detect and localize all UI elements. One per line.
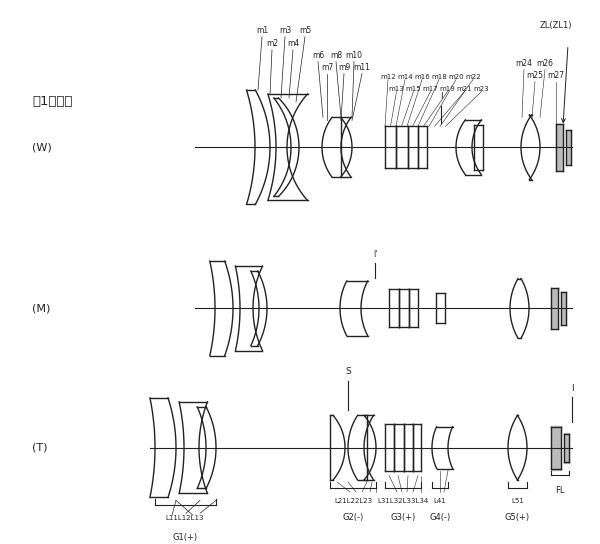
Text: 第1実施例: 第1実施例 <box>32 95 73 108</box>
Text: m24: m24 <box>515 59 533 67</box>
Polygon shape <box>551 426 561 469</box>
Text: (W): (W) <box>32 142 52 152</box>
Polygon shape <box>564 432 569 462</box>
Text: m22: m22 <box>465 73 481 79</box>
Text: m25: m25 <box>527 71 544 79</box>
Text: m9: m9 <box>338 63 350 72</box>
Text: m27: m27 <box>548 71 565 79</box>
Polygon shape <box>551 288 558 328</box>
Text: FL: FL <box>555 486 565 496</box>
Text: G5(+): G5(+) <box>505 513 530 522</box>
Text: m20: m20 <box>448 73 464 79</box>
Text: m17: m17 <box>422 85 439 91</box>
Text: G4(-): G4(-) <box>430 513 451 522</box>
Polygon shape <box>566 131 571 164</box>
Text: m13: m13 <box>389 85 404 91</box>
Text: ZL(ZL1): ZL(ZL1) <box>539 21 572 30</box>
Text: L31L32L33L34: L31L32L33L34 <box>377 498 428 504</box>
Text: m6: m6 <box>312 51 324 60</box>
Text: m23: m23 <box>473 85 490 91</box>
Polygon shape <box>556 125 563 170</box>
Text: L51: L51 <box>511 498 524 504</box>
Text: m21: m21 <box>457 85 472 91</box>
Text: m15: m15 <box>406 85 421 91</box>
Text: m14: m14 <box>397 73 413 79</box>
Text: (T): (T) <box>32 443 47 453</box>
Text: m7: m7 <box>321 63 333 72</box>
Text: m26: m26 <box>536 59 554 67</box>
Text: m19: m19 <box>440 85 455 91</box>
Text: I: I <box>440 92 442 102</box>
Text: m4: m4 <box>287 39 299 48</box>
Text: m5: m5 <box>299 26 311 35</box>
Text: m8: m8 <box>330 51 342 60</box>
Text: m3: m3 <box>279 26 291 35</box>
Text: L21L22L23: L21L22L23 <box>334 498 372 504</box>
Text: G2(-): G2(-) <box>343 513 364 522</box>
Text: G3(+): G3(+) <box>391 513 416 522</box>
Polygon shape <box>561 293 566 324</box>
Text: I: I <box>571 384 574 393</box>
Text: (M): (M) <box>32 304 50 313</box>
Text: m11: m11 <box>353 63 370 72</box>
Text: m1: m1 <box>256 26 268 35</box>
Text: L11L12L13: L11L12L13 <box>166 515 204 521</box>
Text: I': I' <box>373 250 377 259</box>
Text: m2: m2 <box>266 39 278 48</box>
Text: m10: m10 <box>346 51 362 60</box>
Text: G1(+): G1(+) <box>172 533 197 542</box>
Text: L41: L41 <box>434 498 446 504</box>
Text: m12: m12 <box>380 73 396 79</box>
Text: S: S <box>345 367 351 375</box>
Text: m18: m18 <box>431 73 447 79</box>
Text: m16: m16 <box>414 73 430 79</box>
